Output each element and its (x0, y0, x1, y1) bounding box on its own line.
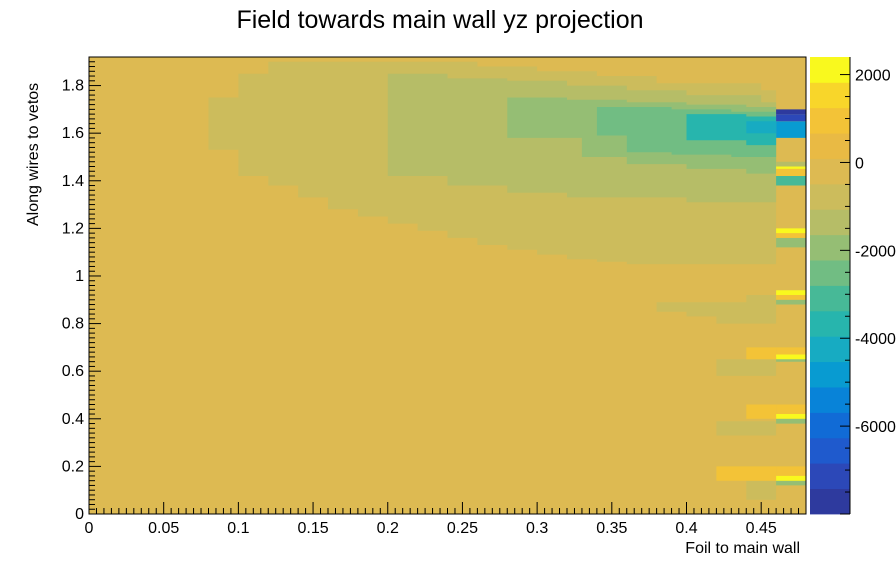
heatmap-region (776, 161, 806, 167)
y-tick-label: 1.8 (62, 78, 84, 95)
heatmap-region (776, 295, 806, 300)
color-scale-label: -2000 (855, 243, 896, 260)
heatmap-region (716, 421, 777, 436)
color-scale-swatch (810, 285, 850, 312)
heatmap-region (746, 404, 777, 419)
heatmap-region (776, 121, 806, 138)
color-scale-swatch (810, 209, 850, 236)
heatmap-region (776, 418, 806, 424)
y-tick-label: 0.2 (62, 458, 84, 475)
x-tick-label: 0.25 (447, 520, 478, 537)
color-scale-swatch (810, 107, 850, 134)
color-scale-swatch (810, 260, 850, 286)
heatmap-regions (208, 61, 806, 500)
heatmap-region (776, 237, 806, 248)
heatmap-region (776, 168, 806, 176)
y-tick-label: 1.4 (62, 173, 84, 190)
x-axis-title: Foil to main wall (685, 540, 800, 557)
y-tick-label: 1.6 (62, 125, 84, 142)
heatmap-region (776, 404, 806, 414)
color-scale-label: -4000 (855, 331, 896, 348)
heatmap-region (656, 295, 777, 324)
x-tick-label: 0.45 (746, 520, 777, 537)
y-tick-label: 0.6 (62, 363, 84, 380)
x-tick-label: 0.3 (526, 520, 548, 537)
heatmap-region (776, 290, 806, 295)
y-tick-label: 0.8 (62, 316, 84, 333)
heatmap-region (716, 359, 777, 376)
heatmap-region (776, 414, 806, 419)
color-scale-swatch (810, 234, 850, 261)
y-tick-label: 1 (75, 268, 84, 285)
color-scale-swatch (810, 183, 850, 210)
color-scale-label: 2000 (855, 68, 891, 85)
heatmap-region (776, 176, 806, 186)
heatmap-region (776, 354, 806, 360)
color-scale-swatch (810, 437, 850, 464)
heatmap-region (776, 233, 806, 238)
heatmap-region (776, 466, 806, 476)
heatmap-region (776, 166, 806, 169)
heatmap-region (776, 109, 806, 115)
heatmap-region (776, 228, 806, 234)
x-tick-label: 0.15 (297, 520, 328, 537)
x-tick-label: 0.2 (377, 520, 399, 537)
heatmap-region (746, 347, 777, 360)
y-axis: 0 0.2 0.4 0.6 0.8 1 1.2 1.4 1.6 1.8 (62, 56, 101, 523)
heatmap-region (746, 480, 777, 500)
heatmap-region (776, 480, 806, 486)
color-scale-swatch (810, 412, 850, 439)
x-axis: 0 0.05 0.1 0.15 0.2 0.25 0.3 0.35 0.4 0.45 (85, 502, 807, 537)
heatmap-region (746, 121, 777, 134)
color-scale-swatch (810, 133, 850, 159)
heatmap-region (776, 475, 806, 481)
heatmap-region (776, 114, 806, 122)
y-tick-label: 1.2 (62, 220, 84, 237)
heatmap-region (776, 299, 806, 305)
color-scale-label: -6000 (855, 419, 896, 436)
color-scale-label: 0 (855, 155, 864, 172)
plot-area (88, 56, 807, 515)
heatmap-region (746, 228, 777, 253)
color-scale-swatch (810, 336, 850, 363)
y-tick-label: 0.4 (62, 411, 84, 428)
x-tick-label: 0.35 (596, 520, 627, 537)
heatmap-region (716, 466, 777, 481)
x-tick-label: 0 (85, 520, 94, 537)
color-scale-bar: 2000 0 -2000 -4000 -6000 (810, 57, 896, 515)
color-scale-swatch (810, 488, 850, 515)
color-scale-swatch (810, 361, 850, 388)
color-scale-swatch (810, 82, 850, 109)
y-axis-title: Along wires to vetos (25, 83, 42, 226)
x-tick-label: 0.05 (148, 520, 179, 537)
y-tick-label: 0 (75, 506, 84, 523)
color-scale-swatch (810, 57, 850, 83)
x-tick-label: 0.1 (227, 520, 249, 537)
chart-title: Field towards main wall yz projection (236, 6, 643, 34)
color-scale-swatch (810, 463, 850, 490)
x-tick-label: 0.4 (675, 520, 697, 537)
color-scale-swatch (810, 387, 850, 413)
color-scale-swatch (810, 310, 850, 337)
